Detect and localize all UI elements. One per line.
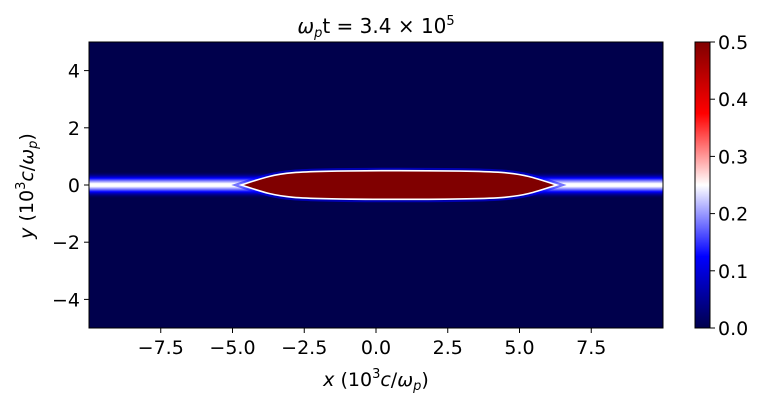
x-tick-label: 5.0 bbox=[504, 337, 534, 359]
x-tick-label: 0.0 bbox=[361, 337, 391, 359]
y-tick-label: −4 bbox=[52, 289, 80, 311]
colorbar-tick-label: 0.5 bbox=[718, 32, 748, 54]
y-axis-label: y (103c/ωp) bbox=[14, 133, 41, 240]
colorbar-tick-label: 0.3 bbox=[718, 146, 748, 168]
y-tick-label: 4 bbox=[68, 61, 80, 83]
y-tick-label: −2 bbox=[52, 232, 80, 254]
x-tick-label: −2.5 bbox=[281, 337, 327, 359]
y-tick-label: 2 bbox=[68, 118, 80, 140]
colorbar bbox=[694, 41, 711, 329]
colorbar-tick-label: 0.0 bbox=[718, 318, 748, 340]
x-tick-label: −7.5 bbox=[138, 337, 184, 359]
central-slab bbox=[238, 169, 560, 201]
chart-title: ωpt = 3.4 × 105 bbox=[297, 14, 454, 41]
colorbar-tick-label: 0.4 bbox=[718, 89, 748, 111]
colorbar-tick-label: 0.2 bbox=[718, 204, 748, 226]
colorbar-tick-label: 0.1 bbox=[718, 261, 748, 283]
x-tick-label: 7.5 bbox=[576, 337, 606, 359]
x-tick-label: −5.0 bbox=[209, 337, 255, 359]
x-tick-label: 2.5 bbox=[433, 337, 463, 359]
x-axis-label: x (103c/ωp) bbox=[322, 367, 429, 394]
y-tick-label: 0 bbox=[68, 175, 80, 197]
